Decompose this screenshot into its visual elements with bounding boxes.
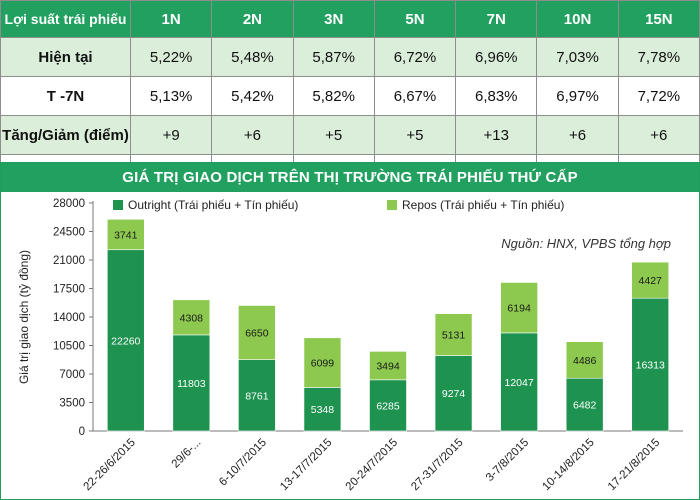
bar-repos bbox=[565, 341, 604, 379]
legend-swatch-repos bbox=[387, 200, 397, 210]
yield-cell: 6,83% bbox=[455, 76, 538, 116]
yield-table-header-row: Lợi suất trái phiếu 1N 2N 3N 5N 7N 10N 1… bbox=[0, 0, 700, 38]
data-label-repos: 4427 bbox=[639, 275, 663, 287]
x-tick-label: 29/6-... bbox=[170, 437, 204, 471]
change-cell: +6 bbox=[211, 115, 294, 155]
term-header: 5N bbox=[373, 0, 457, 38]
y-tick-label: 3500 bbox=[59, 398, 85, 410]
yield-cell: 5,82% bbox=[292, 76, 375, 116]
bar-repos bbox=[172, 299, 211, 336]
data-label-repos: 3741 bbox=[114, 230, 138, 242]
yield-table-corner: Lợi suất trái phiếu bbox=[0, 0, 131, 38]
yield-cell: 5,22% bbox=[129, 37, 213, 77]
data-label-outright: 16313 bbox=[636, 360, 665, 372]
term-header: 15N bbox=[617, 0, 700, 38]
x-tick-label: 3-7/8/2015 bbox=[484, 437, 531, 484]
bar-outright bbox=[303, 387, 342, 432]
bar-outright bbox=[565, 377, 604, 432]
bar-outright bbox=[106, 249, 145, 432]
data-label-outright: 9274 bbox=[442, 388, 466, 400]
x-tick-label: 10-14/8/2015 bbox=[540, 437, 596, 493]
trading-value-chart-panel: GIÁ TRỊ GIAO DỊCH TRÊN THỊ TRƯỜNG TRÁI P… bbox=[0, 162, 700, 500]
y-tick-label: 17500 bbox=[53, 284, 85, 296]
x-tick-label: 6-10/7/2015 bbox=[217, 437, 269, 489]
data-label-outright: 11803 bbox=[177, 378, 206, 390]
data-label-repos: 5131 bbox=[442, 330, 466, 342]
bar-repos bbox=[106, 218, 145, 251]
source-note: Nguồn: HNX, VPBS tổng hợp bbox=[501, 236, 671, 251]
data-label-outright: 6285 bbox=[376, 400, 400, 412]
yield-row-current: Hiện tại 5,22% 5,48% 5,87% 6,72% 6,96% 7… bbox=[0, 37, 700, 77]
yield-cell: 6,67% bbox=[373, 76, 457, 116]
legend-label-repos: Repos (Trái phiếu + Tín phiếu) bbox=[402, 198, 564, 212]
data-label-repos: 6650 bbox=[245, 328, 269, 340]
data-label-outright: 5348 bbox=[311, 404, 335, 416]
bar-outright bbox=[631, 297, 670, 432]
data-label-repos: 3494 bbox=[376, 361, 400, 373]
row-label: Hiện tại bbox=[0, 37, 131, 77]
x-tick-label: 27-31/7/2015 bbox=[409, 437, 465, 493]
yield-cell: 5,13% bbox=[129, 76, 213, 116]
bar-outright bbox=[238, 359, 276, 432]
y-tick-label: 14000 bbox=[53, 312, 85, 324]
term-header: 10N bbox=[536, 0, 619, 38]
bar-outright bbox=[172, 334, 211, 432]
data-label-outright: 6482 bbox=[573, 400, 597, 412]
term-header: 1N bbox=[129, 0, 213, 38]
yield-cell: 6,97% bbox=[536, 76, 619, 116]
yield-cell: 7,72% bbox=[617, 76, 700, 116]
data-label-repos: 4308 bbox=[180, 312, 204, 324]
legend-label-outright: Outright (Trái phiếu + Tín phiếu) bbox=[128, 198, 298, 212]
yield-cell: 6,96% bbox=[455, 37, 538, 77]
yield-cell: 6,72% bbox=[373, 37, 457, 77]
bar-repos bbox=[500, 282, 538, 334]
yield-row-change: Tăng/Giảm (điểm) +9 +6 +5 +5 +13 +6 +6 bbox=[0, 115, 700, 155]
y-axis-title: Giá trị giao dịch (tỷ đồng) bbox=[17, 250, 31, 384]
bar-repos bbox=[303, 337, 342, 388]
bar-outright bbox=[434, 355, 473, 432]
term-header: 3N bbox=[292, 0, 375, 38]
yield-cell: 5,48% bbox=[211, 37, 294, 77]
yield-cell: 5,87% bbox=[292, 37, 375, 77]
term-header: 2N bbox=[211, 0, 294, 38]
x-tick-label: 17-21/8/2015 bbox=[606, 437, 662, 493]
data-label-repos: 6099 bbox=[311, 358, 335, 370]
yield-cell: 5,42% bbox=[211, 76, 294, 116]
chart-title: GIÁ TRỊ GIAO DỊCH TRÊN THỊ TRƯỜNG TRÁI P… bbox=[1, 163, 699, 192]
change-cell: +5 bbox=[292, 115, 375, 155]
data-label-outright: 12047 bbox=[505, 377, 534, 389]
bar-repos bbox=[631, 261, 670, 299]
y-tick-label: 21000 bbox=[53, 255, 85, 267]
row-label: T -7N bbox=[0, 76, 131, 116]
bar-repos bbox=[369, 351, 407, 381]
yield-cell: 7,78% bbox=[617, 37, 700, 77]
term-header: 7N bbox=[455, 0, 538, 38]
stacked-bar-chart: 0 3500 7000 10500 14000 17500 21000 24500 28000 G… bbox=[17, 198, 683, 493]
x-tick-label: 22-26/6/2015 bbox=[81, 437, 137, 493]
bar-repos bbox=[434, 313, 473, 356]
legend-swatch-outright bbox=[113, 200, 123, 210]
y-tick-label: 7000 bbox=[59, 369, 85, 381]
data-label-outright: 22260 bbox=[111, 335, 140, 347]
data-label-repos: 6194 bbox=[507, 303, 531, 315]
x-tick-label: 20-24/7/2015 bbox=[344, 437, 400, 493]
bar-outright bbox=[369, 379, 407, 432]
row-label: Tăng/Giảm (điểm) bbox=[0, 115, 131, 155]
y-tick-label: 0 bbox=[79, 426, 85, 438]
data-label-repos: 4486 bbox=[573, 355, 597, 367]
change-cell: +9 bbox=[129, 115, 213, 155]
change-cell: +5 bbox=[373, 115, 457, 155]
yield-row-t7: T -7N 5,13% 5,42% 5,82% 6,67% 6,83% 6,97… bbox=[0, 76, 700, 116]
y-tick-label: 24500 bbox=[53, 227, 85, 239]
change-cell: +6 bbox=[617, 115, 700, 155]
yield-cell: 7,03% bbox=[536, 37, 619, 77]
data-label-outright: 8761 bbox=[245, 390, 269, 402]
change-cell: +13 bbox=[455, 115, 538, 155]
change-cell: +6 bbox=[536, 115, 619, 155]
y-tick-label: 10500 bbox=[53, 341, 85, 353]
bar-repos bbox=[238, 305, 276, 360]
x-tick-label: 13-17/7/2015 bbox=[278, 437, 334, 493]
y-tick-label: 28000 bbox=[53, 198, 85, 210]
